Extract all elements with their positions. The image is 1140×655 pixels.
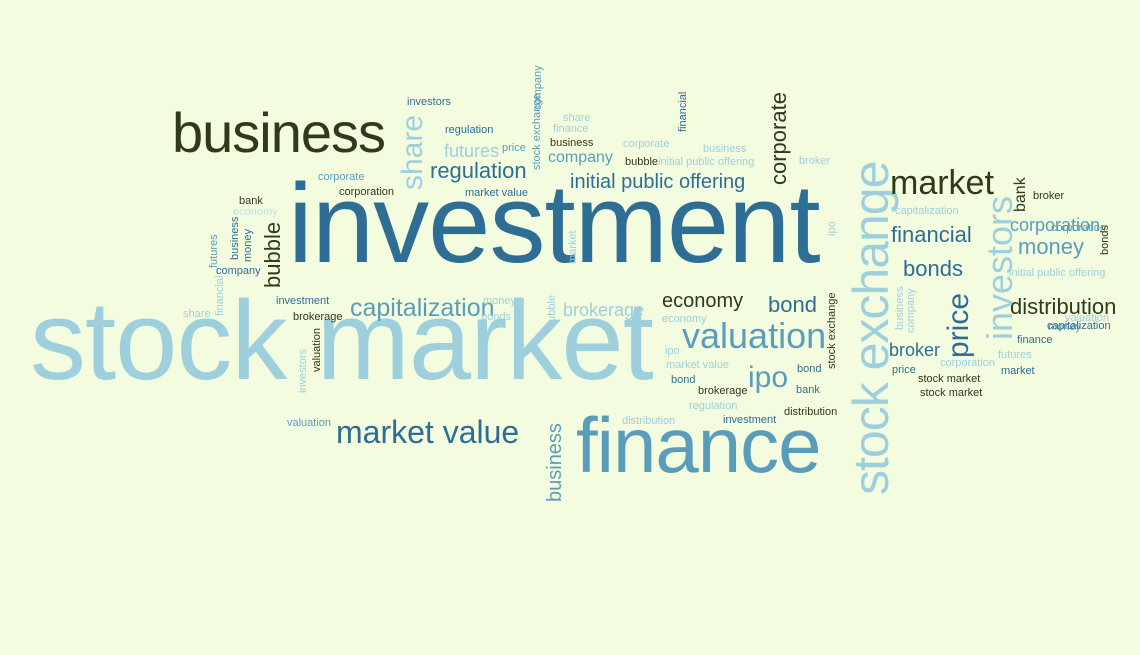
cloud-word: broker [889,340,941,360]
cloud-word: regulation [445,124,494,136]
cloud-word: valuation [311,327,323,372]
cloud-word: stock market [918,373,981,385]
cloud-word: share [183,308,211,320]
cloud-word: ipo [748,361,789,394]
cloud-word: ipo [826,221,838,236]
cloud-word: corporation [940,357,996,369]
cloud-word: bonds [481,311,511,323]
cloud-word: regulation [689,400,738,412]
cloud-word: bonds [903,256,963,281]
cloud-word: market value [336,414,520,450]
cloud-word: bubble [260,221,285,288]
cloud-word: price [942,292,975,358]
cloud-word: initial public offering [570,171,746,193]
cloud-word: regulation [430,158,527,183]
cloud-word: stock exchange [826,292,838,369]
cloud-word: distribution [784,406,838,418]
cloud-word: economy [662,313,707,325]
cloud-word: money [1048,321,1082,333]
cloud-word: share [563,112,591,124]
cloud-word: brokerage [563,300,645,320]
cloud-word: investment [276,295,330,307]
cloud-word: capitalization [1047,320,1111,332]
cloud-word: share [396,114,429,190]
cloud-word: company [216,265,261,277]
cloud-word: valuation [1065,312,1110,324]
cloud-word: market value [465,187,528,199]
cloud-word: stock market [920,387,983,399]
cloud-word: investors [407,96,452,108]
cloud-word: futures [208,234,220,268]
cloud-word: futures [444,141,500,161]
cloud-word: capitalization [350,294,495,322]
cloud-word: finance [553,123,589,135]
cloud-word: ipo [665,345,680,357]
cloud-word: business [544,423,566,502]
cloud-word: money [483,295,517,307]
cloud-word: financial [891,222,972,247]
cloud-word: price [892,364,916,376]
cloud-word: bank [239,195,263,207]
cloud-word: business [229,216,241,260]
cloud-word: valuation [287,417,332,429]
cloud-word: investors [297,348,309,393]
cloud-word: market [1001,365,1035,377]
cloud-word: initial public offering [658,156,755,168]
cloud-word: broker [799,155,831,167]
cloud-word: finance [576,401,822,489]
cloud-word: company [532,65,544,110]
cloud-word: bank [1012,177,1029,212]
cloud-word: stock market [30,278,654,403]
cloud-word: bubble [625,156,659,168]
cloud-word: corporation [339,186,395,198]
cloud-word: bubble [546,294,558,328]
cloud-word: bank [796,384,820,396]
cloud-word: market value [666,359,729,371]
cloud-word: business [550,137,594,149]
cloud-word: business [703,143,747,155]
cloud-word: financial [677,91,689,132]
cloud-word: bond [797,363,822,375]
cloud-word: investment [723,414,777,426]
cloud-word: stock exchange [843,161,899,495]
cloud-word: finance [1017,334,1053,346]
cloud-word: company [548,149,613,166]
cloud-word: initial public offering [1009,267,1106,279]
cloud-word: broker [1033,190,1065,202]
cloud-word: bond [768,292,817,317]
cloud-word: corporate [318,171,365,183]
cloud-word: brokerage [293,311,343,323]
cloud-word: money [1018,234,1085,259]
cloud-word: futures [998,349,1032,361]
cloud-word: financial [214,275,226,316]
cloud-word: distribution [622,415,676,427]
cloud-word: market [890,164,994,202]
cloud-word: bonds [1099,225,1111,255]
cloud-word: economy [233,206,278,218]
cloud-word: business [172,101,386,164]
cloud-word: valuation [682,315,827,356]
cloud-word: price [502,142,526,154]
cloud-word: corporate [623,138,670,150]
cloud-word: capitalization [895,205,959,217]
cloud-word: bond [671,374,696,386]
cloud-word: distribution [1010,294,1117,319]
cloud-word: corporate [766,92,791,185]
cloud-word: money [242,228,254,262]
cloud-word: market [567,230,579,264]
cloud-word: corporation [1051,222,1107,234]
cloud-word: brokerage [698,385,748,397]
cloud-word: corporation [1010,215,1101,235]
cloud-word: investment [288,161,821,286]
cloud-word: economy [662,290,744,312]
cloud-word: company [905,288,917,333]
